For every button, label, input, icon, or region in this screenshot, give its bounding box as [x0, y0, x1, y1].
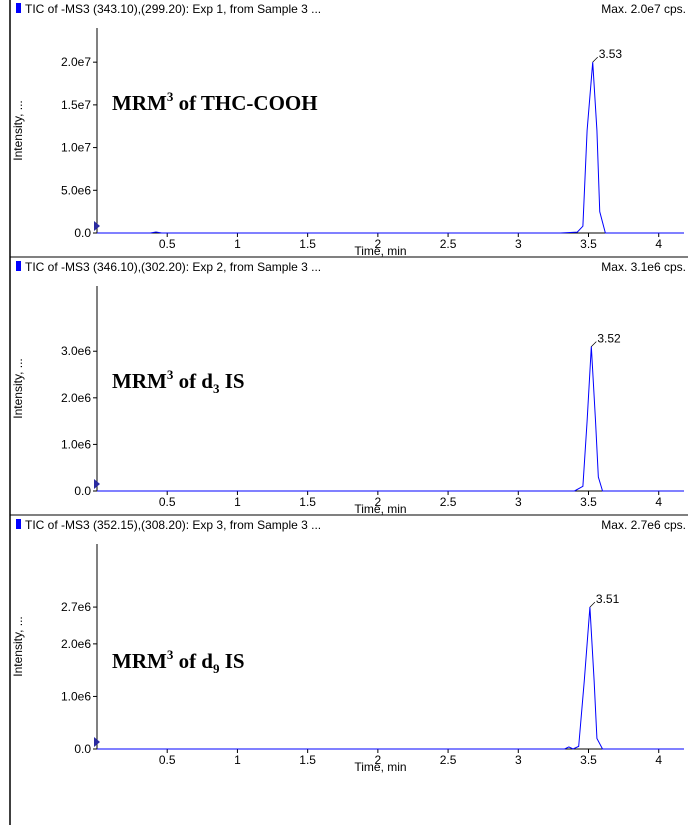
- origin-marker: [94, 737, 100, 747]
- peak-leader: [591, 341, 597, 347]
- x-tick-label: 4: [655, 237, 662, 251]
- x-tick-label: 0.5: [159, 237, 176, 251]
- x-tick-label: 4: [655, 495, 662, 509]
- x-tick-label: 3: [515, 495, 522, 509]
- x-tick-label: 0.5: [159, 753, 176, 767]
- panel-label-part: of THC-COOH: [173, 91, 317, 115]
- x-tick-label: 2.5: [440, 237, 457, 251]
- panel-label: MRM3 of d9 IS: [112, 647, 245, 676]
- x-axis-title: Time, min: [354, 244, 406, 258]
- x-tick-label: 2.5: [440, 753, 457, 767]
- x-tick-label: 2: [375, 237, 382, 251]
- x-tick-label: 4: [655, 753, 662, 767]
- y-tick-label: 5.0e6: [61, 183, 91, 197]
- peak-leader: [592, 56, 598, 63]
- panel-label-part: 3: [167, 89, 174, 104]
- panel-header: TIC of -MS3 (352.15),(308.20): Exp 3, fr…: [25, 518, 321, 532]
- trace: [97, 607, 684, 750]
- x-axis-title: Time, min: [354, 502, 406, 516]
- y-tick-label: 0.0: [74, 226, 91, 240]
- x-tick-label: 1: [234, 495, 241, 509]
- x-tick-label: 3: [515, 753, 522, 767]
- x-tick-label: 3.5: [580, 495, 597, 509]
- panel-label-part: 3: [213, 381, 220, 396]
- x-tick-label: 1.5: [299, 753, 316, 767]
- header-marker: [16, 519, 21, 529]
- y-tick-label: 0.0: [74, 742, 91, 756]
- x-tick-label: 1: [234, 753, 241, 767]
- peak-label: 3.52: [597, 332, 621, 346]
- panel-label-part: IS: [220, 369, 245, 393]
- x-tick-label: 2: [375, 495, 382, 509]
- origin-marker: [94, 221, 100, 231]
- panel-label-part: 3: [167, 367, 174, 382]
- x-tick-label: 1.5: [299, 237, 316, 251]
- x-tick-label: 1: [234, 237, 241, 251]
- y-tick-label: 1.0e6: [61, 689, 91, 703]
- x-tick-label: 3.5: [580, 237, 597, 251]
- y-axis-title: Intensity, ...: [11, 358, 25, 418]
- max-label: Max. 2.0e7 cps.: [601, 2, 686, 16]
- panel-label-part: IS: [220, 649, 245, 673]
- y-tick-label: 2.0e7: [61, 55, 91, 69]
- x-tick-label: 3.5: [580, 753, 597, 767]
- x-tick-label: 2: [375, 753, 382, 767]
- x-tick-label: 2.5: [440, 495, 457, 509]
- y-tick-label: 3.0e6: [61, 344, 91, 358]
- panel-label: MRM3 of THC-COOH: [112, 89, 318, 115]
- y-tick-label: 1.0e6: [61, 437, 91, 451]
- panel-header: TIC of -MS3 (343.10),(299.20): Exp 1, fr…: [25, 2, 321, 16]
- x-tick-label: 0.5: [159, 495, 176, 509]
- y-axis-title: Intensity, ...: [11, 100, 25, 160]
- header-marker: [16, 3, 21, 13]
- y-axis-title: Intensity, ...: [11, 616, 25, 676]
- panel-label-part: of d: [173, 369, 213, 393]
- y-tick-label: 2.7e6: [61, 600, 91, 614]
- max-label: Max. 3.1e6 cps.: [601, 260, 686, 274]
- x-tick-label: 3: [515, 237, 522, 251]
- y-tick-label: 2.0e6: [61, 391, 91, 405]
- y-tick-label: 1.5e7: [61, 98, 91, 112]
- peak-leader: [589, 601, 596, 608]
- header-marker: [16, 261, 21, 271]
- panel-label-part: 9: [213, 661, 220, 676]
- trace: [97, 62, 684, 234]
- max-label: Max. 2.7e6 cps.: [601, 518, 686, 532]
- panel-header: TIC of -MS3 (346.10),(302.20): Exp 2, fr…: [25, 260, 321, 274]
- x-axis-title: Time, min: [354, 760, 406, 774]
- panel-label-part: of d: [173, 649, 213, 673]
- panel-label-part: 3: [167, 647, 174, 662]
- panel-label: MRM3 of d3 IS: [112, 367, 245, 396]
- peak-label: 3.53: [599, 47, 623, 61]
- panel-label-part: MRM: [112, 369, 167, 393]
- x-tick-label: 1.5: [299, 495, 316, 509]
- y-tick-label: 0.0: [74, 484, 91, 498]
- panel-label-part: MRM: [112, 649, 167, 673]
- panel-label-part: MRM: [112, 91, 167, 115]
- peak-label: 3.51: [596, 592, 620, 606]
- y-tick-label: 1.0e7: [61, 141, 91, 155]
- y-tick-label: 2.0e6: [61, 637, 91, 651]
- origin-marker: [94, 479, 100, 489]
